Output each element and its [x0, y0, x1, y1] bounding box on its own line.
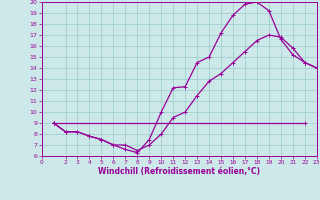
X-axis label: Windchill (Refroidissement éolien,°C): Windchill (Refroidissement éolien,°C) — [98, 167, 260, 176]
